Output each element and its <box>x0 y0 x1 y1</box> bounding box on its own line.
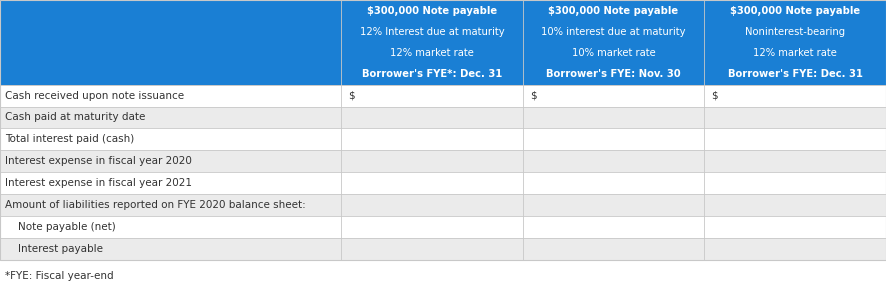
Bar <box>0 150 886 172</box>
Text: Amount of liabilities reported on FYE 2020 balance sheet:: Amount of liabilities reported on FYE 20… <box>5 200 306 210</box>
Text: $: $ <box>348 91 354 101</box>
Text: 12% market rate: 12% market rate <box>753 48 837 58</box>
Text: Noninterest-bearing: Noninterest-bearing <box>745 27 845 37</box>
Bar <box>0 194 886 216</box>
Bar <box>0 238 886 260</box>
Bar <box>0 216 886 238</box>
Text: Total interest paid (cash): Total interest paid (cash) <box>5 134 135 144</box>
Bar <box>0 172 886 194</box>
Text: Interest expense in fiscal year 2021: Interest expense in fiscal year 2021 <box>5 178 192 188</box>
Text: Interest expense in fiscal year 2020: Interest expense in fiscal year 2020 <box>5 156 192 166</box>
Text: Cash paid at maturity date: Cash paid at maturity date <box>5 113 145 123</box>
Text: Note payable (net): Note payable (net) <box>5 222 116 232</box>
Bar <box>0 129 886 150</box>
Text: $300,000 Note payable: $300,000 Note payable <box>548 5 679 15</box>
Text: Cash received upon note issuance: Cash received upon note issuance <box>5 91 184 101</box>
Bar <box>0 0 886 85</box>
Text: Borrower's FYE: Dec. 31: Borrower's FYE: Dec. 31 <box>727 69 863 79</box>
Bar <box>0 106 886 129</box>
Text: 12% market rate: 12% market rate <box>390 48 474 58</box>
Text: *FYE: Fiscal year-end: *FYE: Fiscal year-end <box>5 271 114 281</box>
Text: Borrower's FYE*: Dec. 31: Borrower's FYE*: Dec. 31 <box>361 69 502 79</box>
Text: $300,000 Note payable: $300,000 Note payable <box>730 5 860 15</box>
Text: 10% interest due at maturity: 10% interest due at maturity <box>541 27 686 37</box>
Text: $300,000 Note payable: $300,000 Note payable <box>367 5 497 15</box>
Text: 10% market rate: 10% market rate <box>571 48 656 58</box>
Text: Borrower's FYE: Nov. 30: Borrower's FYE: Nov. 30 <box>547 69 680 79</box>
Bar <box>0 85 886 106</box>
Text: $: $ <box>530 91 536 101</box>
Text: 12% Interest due at maturity: 12% Interest due at maturity <box>360 27 504 37</box>
Text: Interest payable: Interest payable <box>5 244 104 254</box>
Text: $: $ <box>711 91 718 101</box>
